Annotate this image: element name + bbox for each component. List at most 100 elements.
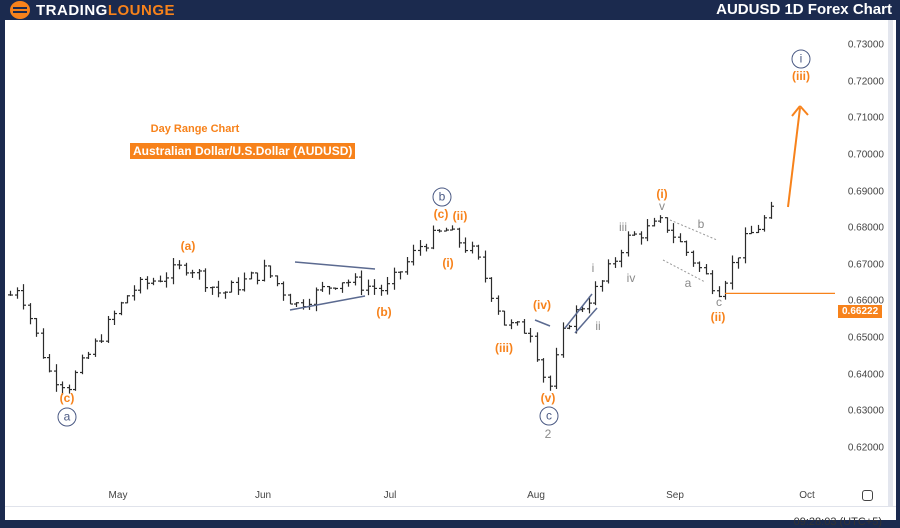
ohlc-bar (749, 225, 754, 235)
ohlc-bar (645, 219, 650, 242)
ohlc-bar (8, 290, 13, 296)
price-tick: 0.66000 (847, 295, 884, 307)
triangle-upper-line (294, 261, 376, 270)
ohlc-bar (515, 321, 520, 326)
brand-part1: TRADING (36, 1, 108, 19)
ohlc-bar (164, 272, 169, 288)
ohlc-bar (229, 280, 234, 293)
ohlc-bar (437, 229, 442, 233)
ohlc-bar (548, 375, 553, 391)
ohlc-bar (86, 351, 91, 360)
ohlc-bar (73, 370, 78, 391)
ohlc-bar (606, 259, 611, 284)
ohlc-bar (450, 225, 455, 231)
ohlc-bar (145, 276, 150, 290)
ohlc-bar (619, 249, 624, 268)
clock: 09:28:03 (UTC+5) (793, 516, 882, 528)
ohlc-bar (366, 279, 371, 296)
ohlc-bar (509, 319, 514, 330)
ohlc-bar (281, 281, 286, 301)
ohlc-bar (411, 244, 416, 266)
ohlc-bar (470, 241, 475, 254)
ohlc-bar (125, 295, 130, 304)
footer-divider (5, 506, 896, 507)
price-tick: 0.62000 (847, 442, 884, 454)
price-tick: 0.70000 (847, 149, 884, 161)
wave-label-ii-small: ii (595, 319, 601, 333)
ohlc-bar (242, 272, 247, 292)
ohlc-bar (359, 270, 364, 296)
ohlc-bar (184, 262, 189, 276)
wave-label-c-circle: c (539, 406, 559, 426)
price-tick: 0.68000 (847, 222, 884, 234)
wave-label-iv-small: iv (626, 271, 636, 285)
wave-label-c-paren-top: (c) (433, 207, 449, 221)
ohlc-bar (665, 217, 670, 233)
ohlc-bar (314, 287, 319, 312)
price-chart[interactable] (5, 20, 896, 506)
month-tick: Jul (383, 490, 397, 501)
price-tick: 0.72000 (847, 76, 884, 88)
wave-label-ii-paren-top: (ii) (452, 209, 468, 223)
ohlc-bar (639, 231, 644, 245)
month-tick: Oct (799, 490, 815, 501)
ohlc-bar (340, 282, 345, 293)
ohlc-bar (717, 286, 722, 298)
ohlc-bar (762, 215, 767, 232)
ohlc-bar (216, 280, 221, 298)
wave-label-two: 2 (544, 427, 552, 441)
ohlc-bar (47, 354, 52, 373)
ohlc-bar (249, 271, 254, 280)
ohlc-bar (119, 301, 124, 316)
arrow-head-right (799, 105, 809, 116)
ohlc-bar (60, 381, 65, 395)
ohlc-bar (424, 243, 429, 252)
ohlc-bar (652, 217, 657, 227)
channel-dotted-upper (669, 219, 718, 241)
ohlc-bar (684, 240, 689, 256)
ohlc-bar (379, 284, 384, 296)
ohlc-bar (502, 310, 507, 326)
wave-label-i-circle-target: i (791, 49, 811, 69)
header-bar: TRADING LOUNGE AUDUSD 1D Forex Chart (0, 0, 900, 20)
ohlc-bar (21, 284, 26, 310)
wave-label-v-small: v (659, 199, 665, 213)
ohlc-bar (476, 244, 481, 260)
wave-label-a-circle: a (57, 407, 77, 427)
ohlc-bar (236, 277, 241, 295)
current-price-tag: 0.66222 (838, 305, 883, 318)
settings-gear-icon[interactable] (862, 490, 873, 501)
wave-label-iii-paren-target: (iii) (792, 69, 810, 83)
wave-label-b-small: b (697, 217, 705, 231)
ohlc-bar (704, 264, 709, 275)
ohlc-bar (138, 277, 143, 294)
chart-frame[interactable]: Day Range Chart Australian Dollar/U.S.Do… (5, 20, 896, 528)
price-scale-bar[interactable] (888, 20, 893, 506)
wave-label-i-paren-top: (i) (656, 187, 668, 201)
ohlc-bar (457, 227, 462, 248)
ohlc-bar (80, 354, 85, 375)
ohlc-bar (483, 250, 488, 283)
month-tick: Sep (666, 490, 684, 501)
ohlc-bar (541, 358, 546, 383)
ohlc-bar (691, 250, 696, 267)
price-tick: 0.64000 (847, 369, 884, 381)
ohlc-bar (574, 305, 579, 334)
ohlc-bar (203, 268, 208, 292)
ohlc-bar (307, 298, 312, 310)
price-tick: 0.71000 (847, 112, 884, 124)
ohlc-bar (112, 310, 117, 325)
logo-icon (10, 1, 30, 19)
ohlc-bar (210, 286, 215, 295)
ohlc-bar (197, 269, 202, 280)
ohlc-bar (626, 231, 631, 257)
wave-label-iv-paren: (iv) (533, 298, 551, 312)
wave-label-a-small: a (684, 276, 692, 290)
wedge-line (534, 319, 551, 327)
ohlc-bar (223, 291, 228, 299)
wave-label-ii-paren-low: (ii) (710, 310, 726, 324)
ohlc-bar (346, 279, 351, 287)
ohlc-bar (444, 227, 449, 232)
ohlc-bar (489, 277, 494, 302)
pair-label: Australian Dollar/U.S.Dollar (AUDUSD) (130, 143, 356, 159)
